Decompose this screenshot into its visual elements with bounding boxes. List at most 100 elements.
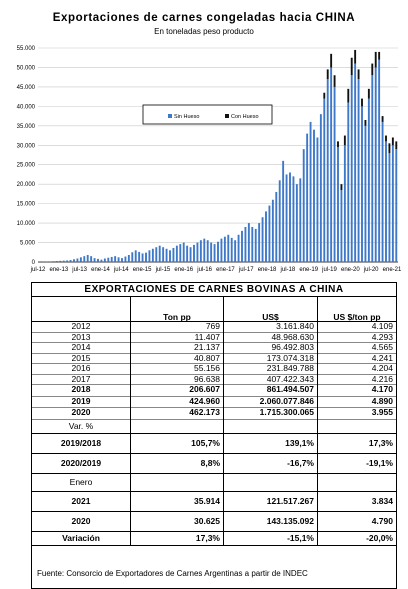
chart-title: Exportaciones de carnes congeladas hacia… bbox=[52, 12, 356, 24]
x-tick-label: ene-13 bbox=[49, 267, 68, 273]
bar-sin-hueso bbox=[155, 247, 158, 262]
usd-per-ton-cell: 17,3% bbox=[317, 432, 396, 453]
usd-per-ton-cell: 4.293 bbox=[317, 331, 396, 342]
bar-sin-hueso bbox=[306, 133, 309, 262]
bar-sin-hueso bbox=[391, 145, 394, 262]
bar-sin-hueso bbox=[206, 240, 209, 262]
row-label-cell: 2021 bbox=[71, 495, 91, 506]
row-label-cell: 2017 bbox=[71, 373, 91, 384]
row-label-cell: 2015 bbox=[71, 352, 91, 363]
x-tick-label: jul-13 bbox=[71, 267, 87, 273]
bar-sin-hueso bbox=[330, 67, 333, 262]
bar-sin-hueso bbox=[55, 261, 58, 262]
bar-con-hueso bbox=[357, 69, 360, 80]
y-tick-label: 55.000 bbox=[17, 46, 36, 52]
row-label-cell: Variación bbox=[62, 532, 100, 543]
bar-sin-hueso bbox=[217, 241, 219, 262]
bar-sin-hueso bbox=[103, 258, 106, 262]
bar-sin-hueso bbox=[138, 251, 141, 262]
bar-sin-hueso bbox=[121, 258, 123, 262]
usd-per-ton-cell bbox=[317, 418, 396, 433]
bar-sin-hueso bbox=[354, 63, 357, 263]
bar-sin-hueso bbox=[220, 238, 223, 262]
row-label-cell: 2020 bbox=[71, 407, 91, 417]
legend-label-con-hueso: Con Hueso bbox=[231, 114, 259, 120]
usd-cell: 121.517.267 bbox=[223, 490, 317, 511]
bar-sin-hueso bbox=[234, 240, 237, 262]
chart-bars bbox=[38, 49, 398, 263]
y-tick-label: 10.000 bbox=[17, 221, 36, 227]
bar-con-hueso bbox=[333, 75, 336, 87]
usd-per-ton-cell bbox=[317, 472, 396, 491]
y-tick-label: 50.000 bbox=[17, 65, 36, 71]
x-tick-label: jul-19 bbox=[321, 267, 337, 273]
ton-cell: 11.407 bbox=[130, 331, 223, 342]
bar-con-hueso bbox=[381, 116, 384, 122]
table-row-variation: 2019/2018 105,7% 139,1% 17,3% bbox=[32, 432, 396, 453]
chart-subtitle: En toneladas peso producto bbox=[154, 27, 254, 36]
bar-sin-hueso bbox=[196, 242, 199, 262]
bar-sin-hueso bbox=[189, 247, 192, 262]
usd-per-ton-cell: 4.890 bbox=[317, 395, 396, 407]
bar-sin-hueso bbox=[289, 172, 291, 262]
bar-con-hueso bbox=[364, 119, 367, 126]
bar-con-hueso bbox=[347, 88, 350, 103]
x-tick-label: jul-15 bbox=[155, 267, 171, 273]
bar-con-hueso bbox=[391, 137, 394, 146]
usd-per-ton-cell: 4.565 bbox=[317, 342, 396, 353]
row-label-cell: 2013 bbox=[71, 331, 91, 342]
bar-sin-hueso bbox=[343, 145, 346, 262]
bar-sin-hueso bbox=[86, 254, 89, 262]
bar-sin-hueso bbox=[66, 260, 69, 262]
table-row-year: 2020 462.173 1.715.300.065 3.955 bbox=[32, 407, 396, 419]
bar-con-hueso bbox=[371, 63, 374, 76]
usd-per-ton-cell: 3.955 bbox=[317, 407, 396, 419]
bar-con-hueso bbox=[340, 184, 343, 191]
bar-sin-hueso bbox=[145, 252, 147, 262]
bar-sin-hueso bbox=[151, 248, 154, 262]
y-tick-label: 35.000 bbox=[17, 124, 36, 130]
row-label-cell: 2018 bbox=[71, 384, 91, 394]
table-row-year: 2015 40.807 173.074.318 4.241 bbox=[32, 352, 396, 363]
bar-sin-hueso bbox=[282, 160, 285, 262]
bar-sin-hueso bbox=[193, 244, 195, 262]
ton-cell: 105,7% bbox=[130, 432, 223, 453]
usd-per-ton-cell: -19,1% bbox=[317, 452, 396, 473]
table-row-enero: 2020 30.625 143.135.092 4.790 bbox=[32, 510, 396, 531]
table-row-year: 2019 424.960 2.060.077.846 4.890 bbox=[32, 395, 396, 407]
ton-cell: 30.625 bbox=[130, 510, 223, 531]
bar-sin-hueso bbox=[395, 149, 398, 262]
bar-sin-hueso bbox=[374, 67, 377, 262]
ton-cell: 17,3% bbox=[130, 530, 223, 545]
header-ton: Ton pp bbox=[130, 297, 223, 322]
bar-sin-hueso bbox=[271, 199, 274, 262]
table-row-year: 2013 11.407 48.968.630 4.293 bbox=[32, 331, 396, 342]
bar-sin-hueso bbox=[127, 254, 130, 262]
header-usd: US$ bbox=[223, 297, 317, 322]
bar-sin-hueso bbox=[182, 242, 185, 262]
bar-sin-hueso bbox=[285, 174, 288, 262]
bar-sin-hueso bbox=[83, 256, 86, 262]
bar-sin-hueso bbox=[275, 191, 278, 262]
usd-cell: 96.492.803 bbox=[223, 342, 317, 353]
bar-sin-hueso bbox=[237, 234, 240, 262]
usd-per-ton-cell: -20,0% bbox=[317, 530, 396, 545]
table-row-year: 2014 21.137 96.492.803 4.565 bbox=[32, 342, 396, 353]
bar-sin-hueso bbox=[134, 250, 137, 262]
row-label-cell: 2020 bbox=[71, 515, 91, 526]
bar-sin-hueso bbox=[388, 153, 391, 262]
bar-sin-hueso bbox=[247, 223, 250, 262]
usd-per-ton-cell: 4.790 bbox=[317, 510, 396, 531]
bar-sin-hueso bbox=[244, 226, 247, 262]
usd-per-ton-cell: 4.109 bbox=[317, 321, 396, 332]
bar-sin-hueso bbox=[227, 234, 230, 262]
y-axis-ticks: 0 5.000 10.000 15.000 20.000 25.000 30.000 35.0… bbox=[17, 46, 36, 266]
bar-sin-hueso bbox=[254, 228, 257, 262]
bar-sin-hueso bbox=[261, 217, 264, 262]
usd-cell bbox=[223, 418, 317, 433]
bar-sin-hueso bbox=[378, 59, 381, 262]
bar-con-hueso bbox=[323, 92, 326, 99]
bar-sin-hueso bbox=[117, 257, 120, 262]
bar-sin-hueso bbox=[73, 259, 75, 262]
x-tick-label: ene-17 bbox=[216, 267, 235, 273]
